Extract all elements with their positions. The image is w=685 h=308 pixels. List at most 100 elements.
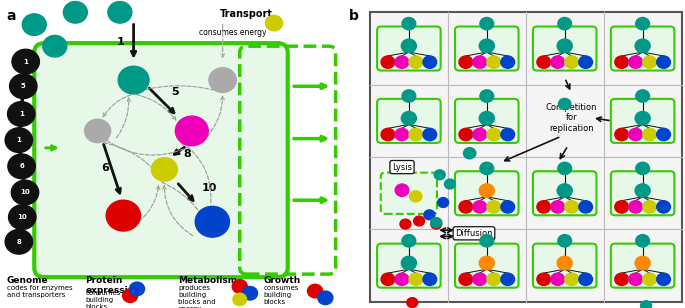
Text: 1: 1 <box>18 111 24 117</box>
Circle shape <box>402 90 416 102</box>
Circle shape <box>537 273 551 286</box>
Circle shape <box>129 282 145 296</box>
Circle shape <box>395 184 409 197</box>
Circle shape <box>640 301 651 308</box>
Circle shape <box>479 256 495 270</box>
Circle shape <box>424 210 435 220</box>
Circle shape <box>233 293 247 306</box>
Circle shape <box>473 128 486 141</box>
Text: produces
building
blocks and
energy: produces building blocks and energy <box>178 285 216 308</box>
Circle shape <box>558 99 571 110</box>
Circle shape <box>265 15 282 31</box>
Circle shape <box>407 298 418 307</box>
Circle shape <box>22 14 46 35</box>
Circle shape <box>431 217 442 227</box>
FancyBboxPatch shape <box>533 26 597 71</box>
Circle shape <box>195 206 229 237</box>
FancyBboxPatch shape <box>34 43 288 277</box>
Circle shape <box>635 184 650 197</box>
FancyBboxPatch shape <box>455 171 519 215</box>
Circle shape <box>565 273 579 286</box>
Circle shape <box>557 39 572 53</box>
Text: 5: 5 <box>171 87 179 97</box>
Circle shape <box>579 56 593 68</box>
Circle shape <box>557 184 572 197</box>
Circle shape <box>480 18 494 30</box>
Text: Genome: Genome <box>7 276 49 285</box>
Circle shape <box>459 201 473 213</box>
Circle shape <box>395 273 409 286</box>
Circle shape <box>480 90 494 102</box>
Text: b: b <box>349 9 359 23</box>
Text: 10: 10 <box>202 183 217 193</box>
Circle shape <box>11 180 38 205</box>
Circle shape <box>445 179 456 189</box>
Circle shape <box>151 158 177 181</box>
Circle shape <box>479 111 495 125</box>
Circle shape <box>636 235 649 247</box>
Circle shape <box>615 128 629 141</box>
Circle shape <box>8 154 36 179</box>
Circle shape <box>473 273 486 286</box>
Circle shape <box>551 56 564 68</box>
FancyBboxPatch shape <box>611 171 674 215</box>
Circle shape <box>395 56 409 68</box>
FancyBboxPatch shape <box>377 99 440 143</box>
Circle shape <box>464 148 476 159</box>
Circle shape <box>629 273 643 286</box>
Circle shape <box>487 273 501 286</box>
Circle shape <box>409 128 423 141</box>
FancyBboxPatch shape <box>611 244 674 288</box>
Circle shape <box>487 128 501 141</box>
Circle shape <box>629 201 643 213</box>
Text: 10: 10 <box>17 214 27 220</box>
Circle shape <box>434 170 445 180</box>
Circle shape <box>423 273 436 286</box>
Circle shape <box>479 184 495 197</box>
Circle shape <box>400 219 411 229</box>
Text: Competition
for
replication: Competition for replication <box>546 103 597 133</box>
Circle shape <box>479 39 495 53</box>
Circle shape <box>615 56 629 68</box>
Text: 1: 1 <box>23 59 28 65</box>
Circle shape <box>5 128 33 152</box>
Circle shape <box>381 273 395 286</box>
Circle shape <box>487 56 501 68</box>
Circle shape <box>501 56 514 68</box>
Circle shape <box>308 284 323 298</box>
Circle shape <box>636 18 649 30</box>
Circle shape <box>123 289 138 302</box>
Circle shape <box>459 128 473 141</box>
Circle shape <box>12 49 40 74</box>
Text: 8: 8 <box>184 149 191 159</box>
Circle shape <box>438 198 449 208</box>
Circle shape <box>565 56 579 68</box>
Circle shape <box>537 56 551 68</box>
Circle shape <box>401 39 416 53</box>
Circle shape <box>635 256 650 270</box>
Circle shape <box>643 273 656 286</box>
Circle shape <box>423 56 436 68</box>
FancyBboxPatch shape <box>611 26 674 71</box>
Circle shape <box>643 128 656 141</box>
Circle shape <box>565 201 579 213</box>
Circle shape <box>551 273 564 286</box>
FancyBboxPatch shape <box>377 26 440 71</box>
Text: 5: 5 <box>21 83 25 89</box>
Circle shape <box>558 18 571 30</box>
Circle shape <box>318 291 333 305</box>
Circle shape <box>537 201 551 213</box>
Circle shape <box>402 18 416 30</box>
Circle shape <box>431 219 442 229</box>
Text: Protein
expression: Protein expression <box>86 276 141 295</box>
Circle shape <box>402 235 416 247</box>
FancyBboxPatch shape <box>533 244 597 288</box>
Circle shape <box>5 229 33 254</box>
Circle shape <box>381 56 395 68</box>
Circle shape <box>629 128 643 141</box>
Circle shape <box>10 74 37 99</box>
Circle shape <box>42 35 67 57</box>
Circle shape <box>636 162 649 175</box>
Circle shape <box>480 235 494 247</box>
Text: Metabolism: Metabolism <box>178 276 237 285</box>
